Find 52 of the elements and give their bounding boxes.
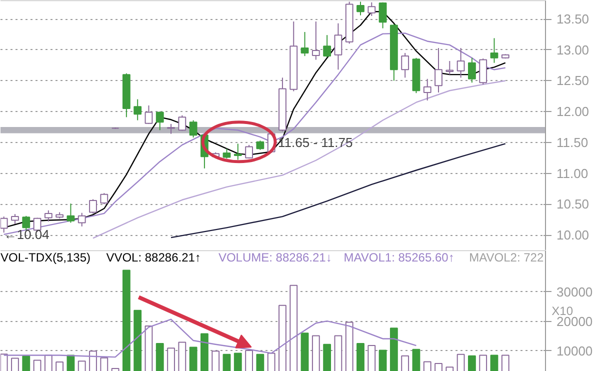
- y-tick-label: 12.00: [556, 104, 590, 120]
- candlestick: [323, 34, 332, 58]
- annotation: VOL-TDX(5,135): [0, 250, 91, 264]
- candlestick: [401, 52, 410, 78]
- candlestick: [312, 20, 320, 60]
- candlestick: [378, 2, 387, 29]
- line-series: [3, 318, 417, 358]
- y-tick-label: 30000: [556, 284, 593, 300]
- candlestick: [134, 98, 142, 121]
- y-tick-label: 13.50: [556, 12, 590, 27]
- candlestick: [356, 1, 364, 16]
- candlestick: [468, 57, 476, 84]
- y-tick-label: 12.50: [556, 73, 590, 88]
- candlestick: [490, 38, 498, 64]
- annotation: VVOL: 88286.21↑: [106, 250, 201, 264]
- candlestick: [44, 210, 52, 222]
- y-tick-label: 10.50: [556, 196, 590, 212]
- candlestick: [456, 48, 465, 78]
- annotation: MAVOL2: 722: [469, 250, 544, 264]
- candlestick: [78, 212, 86, 227]
- candlestick: [245, 144, 253, 160]
- annotation: VOLUME: 88286.21↓: [218, 250, 332, 264]
- line-series: [92, 80, 506, 239]
- candlestick: [446, 60, 454, 76]
- candlestick: [368, 2, 376, 16]
- candlestick: [434, 48, 442, 93]
- annotation: ←10.04: [4, 227, 50, 242]
- y-tick-label: 11.50: [556, 134, 588, 150]
- annotation: MAVOL1: 85265.60↑: [344, 250, 454, 264]
- candlestick: [156, 111, 164, 131]
- candlestick: [300, 31, 309, 57]
- candlestick: [234, 143, 242, 160]
- y-tick-label: 13.00: [556, 42, 590, 58]
- band-label: 11.65 - 11.75: [278, 135, 353, 150]
- candlestick: [189, 120, 198, 138]
- candlestick: [11, 214, 19, 224]
- candlestick: [423, 78, 432, 101]
- candlestick: [144, 104, 153, 124]
- candlestick: [22, 215, 30, 231]
- candlestick: [0, 216, 8, 234]
- candlestick: [178, 114, 186, 132]
- candlestick: [222, 148, 231, 160]
- y-tick-label: 11.00: [556, 166, 588, 181]
- candlestick: [334, 22, 342, 70]
- y-tick-label: 10000: [556, 343, 593, 358]
- candlestick: [100, 192, 108, 205]
- candlestick: [66, 203, 75, 224]
- y-tick-label: 10.00: [556, 228, 590, 243]
- candlestick: [256, 140, 264, 150]
- candlestick: [89, 198, 97, 214]
- candlestick: [167, 123, 175, 134]
- candlestick: [479, 58, 488, 85]
